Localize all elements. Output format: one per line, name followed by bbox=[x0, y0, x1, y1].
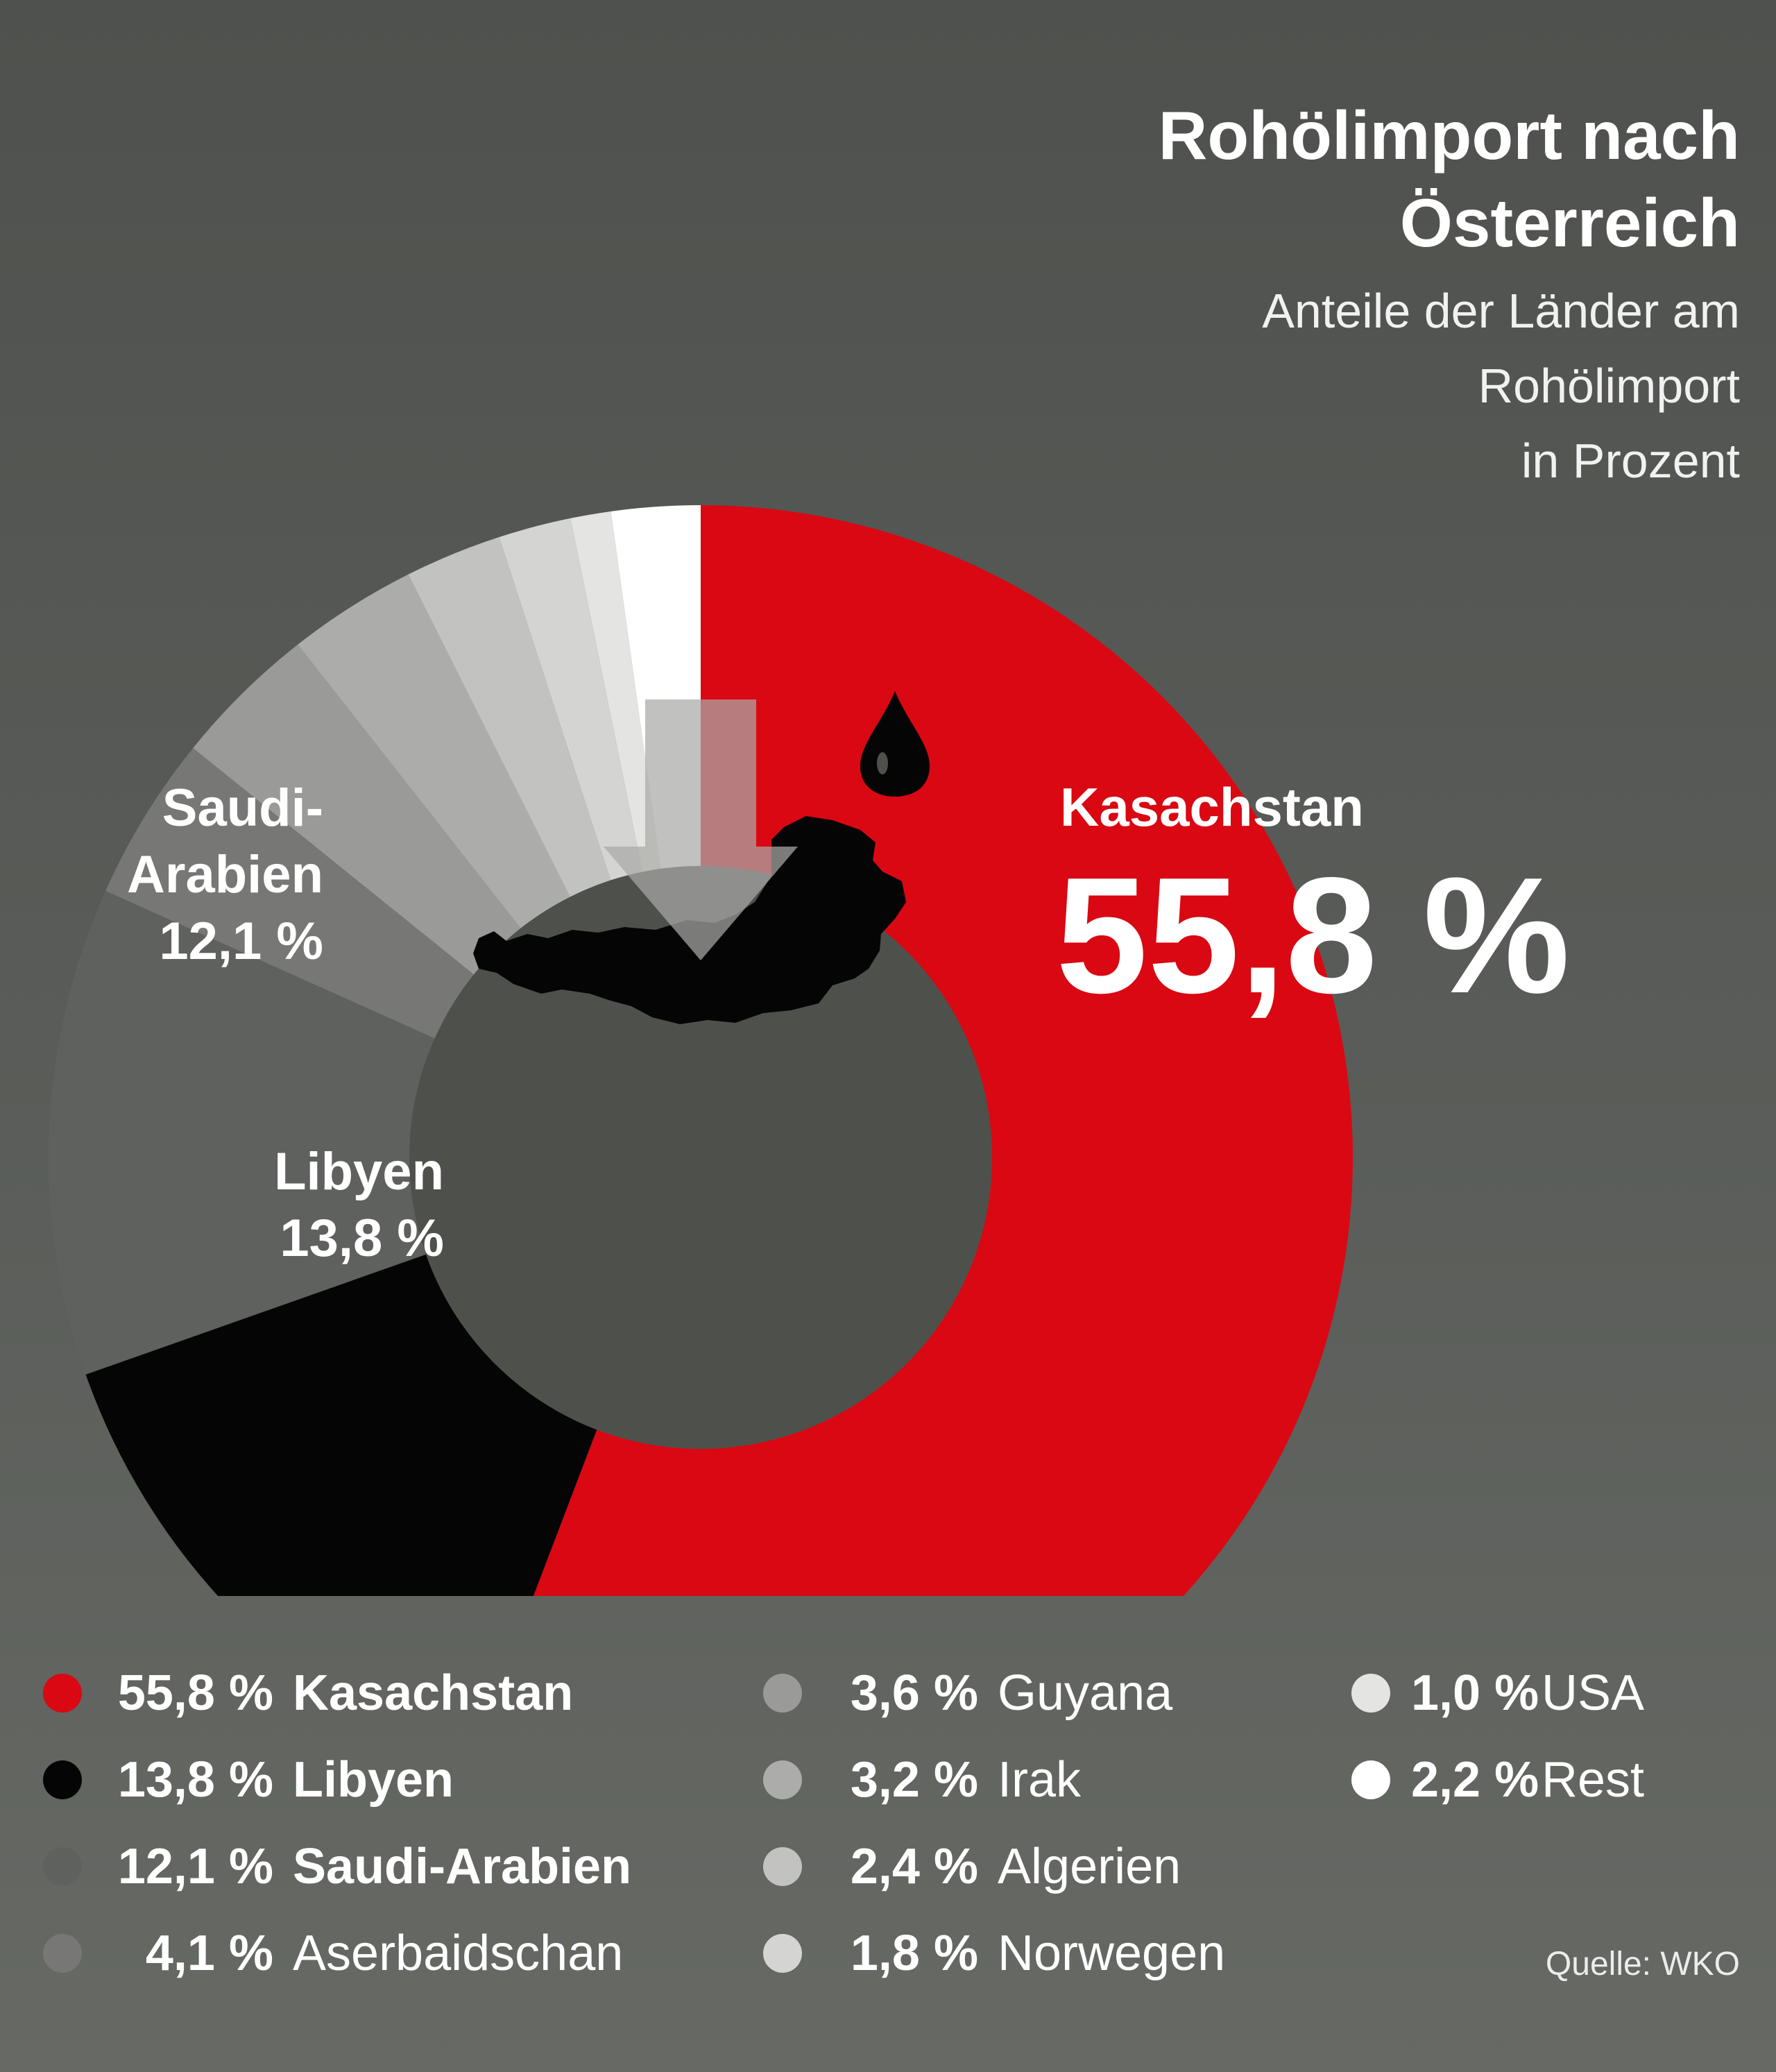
legend-dot bbox=[763, 1934, 802, 1973]
slice-label-kasachstan: Kasachstan 55,8 % bbox=[1056, 776, 1570, 1028]
donut-slice-norwegen bbox=[499, 518, 643, 881]
slice-label-saudi-value: 12,1 % bbox=[159, 912, 323, 971]
legend-dot bbox=[43, 1674, 82, 1713]
donut-slice-saudi-arabien bbox=[48, 890, 435, 1375]
chart-subtitle: Anteile der Länder am Rohölimport in Pro… bbox=[1159, 273, 1740, 498]
legend-item-rest: 2,2 % Rest bbox=[1351, 1749, 1644, 1811]
legend-dot bbox=[763, 1760, 802, 1799]
donut-slice-libyen bbox=[85, 1254, 597, 1596]
legend-label: Rest bbox=[1542, 1752, 1645, 1808]
austria-map-icon bbox=[473, 816, 906, 1024]
slice-label-saudi-name-line2: Arabien bbox=[127, 845, 323, 904]
legend-item-usa: 1,0 % USA bbox=[1351, 1662, 1644, 1724]
legend-item-libyen: 13,8 % Libyen bbox=[43, 1749, 454, 1811]
legend-dot bbox=[763, 1674, 802, 1713]
slice-label-libyen: Libyen 13,8 % bbox=[274, 1142, 444, 1268]
legend-value: 1,0 % bbox=[1411, 1665, 1539, 1721]
slice-label-kasachstan-name: Kasachstan bbox=[1060, 776, 1364, 838]
donut-slices bbox=[48, 505, 1353, 1596]
donut-slice-aserbaidschan bbox=[105, 747, 475, 1039]
title-block: Rohölimport nach Österreich Anteile der … bbox=[1159, 92, 1740, 498]
legend-label: Saudi-Arabien bbox=[293, 1839, 632, 1894]
legend-dot bbox=[763, 1847, 802, 1886]
slice-label-saudi-arabien: Saudi- Arabien 12,1 % bbox=[127, 779, 323, 971]
legend-dot bbox=[43, 1760, 82, 1799]
legend-dot bbox=[43, 1847, 82, 1886]
legend-label: Irak bbox=[998, 1752, 1082, 1808]
legend-value: 55,8 % bbox=[117, 1665, 273, 1721]
legend-value: 2,2 % bbox=[1411, 1752, 1539, 1808]
legend-value: 4,1 % bbox=[145, 1926, 273, 1981]
legend-item-irak: 3,2 % Irak bbox=[763, 1749, 1081, 1811]
legend-label: Guyana bbox=[998, 1665, 1173, 1721]
downward-arrow-icon bbox=[604, 699, 798, 960]
source-note: Quelle: WKO bbox=[1545, 1946, 1740, 1982]
legend-dot bbox=[1351, 1674, 1390, 1713]
legend-value: 2,4 % bbox=[850, 1839, 978, 1894]
legend-label: USA bbox=[1542, 1665, 1645, 1721]
chart-title-line2: Österreich bbox=[1399, 185, 1740, 261]
slice-label-saudi-name-line1: Saudi- bbox=[162, 779, 323, 838]
donut-center bbox=[409, 866, 992, 1449]
donut-slice-guyana bbox=[193, 644, 521, 975]
legend-dot bbox=[43, 1934, 82, 1973]
chart-subtitle-line3: in Prozent bbox=[1521, 434, 1740, 488]
legend-value: 3,6 % bbox=[850, 1665, 978, 1721]
legend-dot bbox=[1351, 1760, 1390, 1799]
donut-chart: Kasachstan 55,8 % Saudi- Arabien 12,1 % … bbox=[48, 505, 1570, 1596]
legend-item-aserbaidschan: 4,1 % Aserbaidschan bbox=[43, 1922, 623, 1985]
legend-value: 1,8 % bbox=[850, 1926, 978, 1981]
legend-item-algerien: 2,4 % Algerien bbox=[763, 1835, 1181, 1898]
legend-item-kasachstan: 55,8 % Kasachstan bbox=[43, 1662, 573, 1724]
donut-slice-irak bbox=[298, 574, 570, 928]
slice-label-libyen-value: 13,8 % bbox=[280, 1209, 444, 1268]
legend-item-guyana: 3,6 % Guyana bbox=[763, 1662, 1172, 1724]
chart-title-line1: Rohölimport nach bbox=[1158, 97, 1740, 173]
legend-value: 12,1 % bbox=[117, 1839, 273, 1894]
oil-drop-icon bbox=[860, 691, 930, 797]
slice-label-kasachstan-value: 55,8 % bbox=[1056, 844, 1570, 1028]
legend-item-saudi-arabien: 12,1 % Saudi-Arabien bbox=[43, 1835, 631, 1898]
legend-label: Algerien bbox=[998, 1839, 1181, 1894]
legend-value: 13,8 % bbox=[117, 1752, 273, 1808]
legend-label: Norwegen bbox=[998, 1926, 1226, 1981]
donut-slice-algerien bbox=[408, 537, 611, 897]
legend-value: 3,2 % bbox=[850, 1752, 978, 1808]
legend-label: Kasachstan bbox=[293, 1665, 574, 1721]
donut-slice-usa bbox=[570, 511, 661, 872]
slice-label-libyen-name: Libyen bbox=[274, 1142, 444, 1201]
chart-subtitle-line1: Anteile der Länder am bbox=[1262, 284, 1740, 338]
chart-subtitle-line2: Rohölimport bbox=[1478, 359, 1740, 413]
center-illustration bbox=[473, 691, 930, 1024]
oil-drop-highlight bbox=[877, 752, 888, 774]
legend-label: Libyen bbox=[293, 1752, 454, 1808]
legend-item-norwegen: 1,8 % Norwegen bbox=[763, 1922, 1225, 1985]
legend-label: Aserbaidschan bbox=[293, 1926, 624, 1981]
